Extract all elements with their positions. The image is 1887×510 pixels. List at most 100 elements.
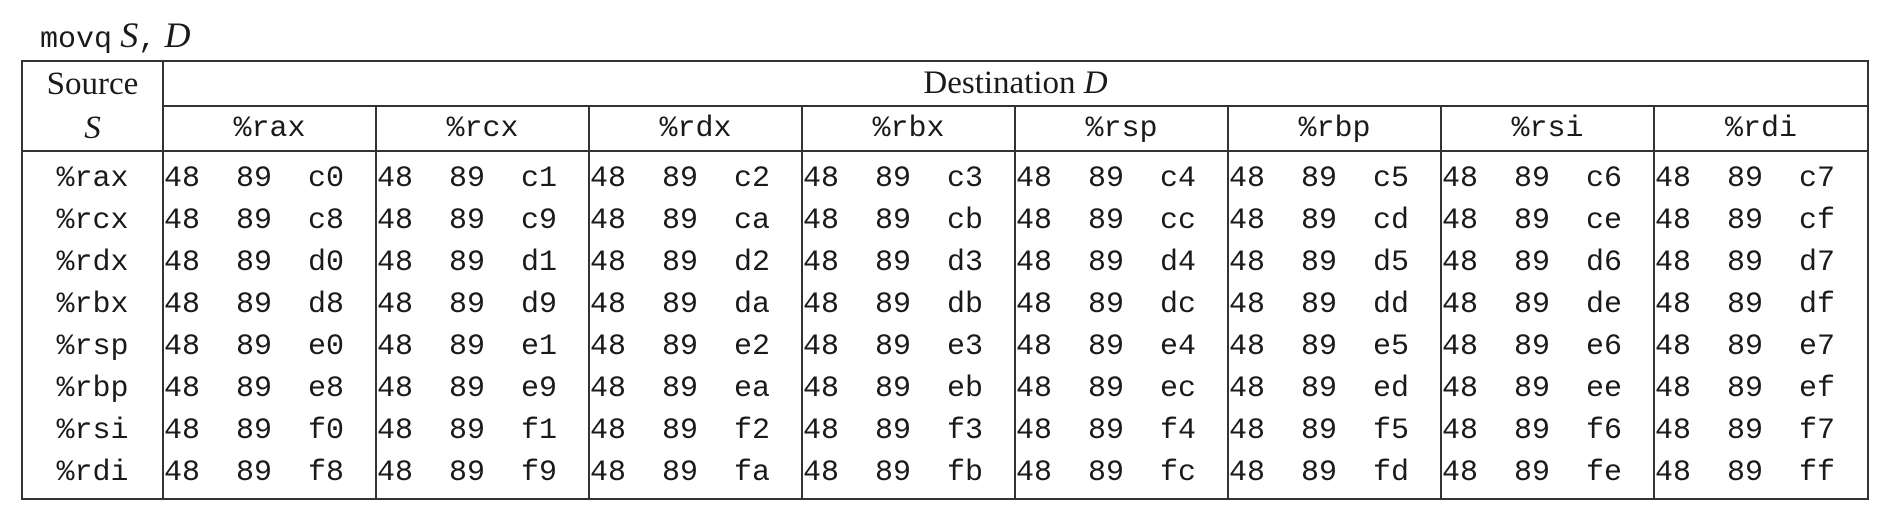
encoding-cell: 48 89 c6 [1441, 158, 1655, 200]
encoding-cell: 48 89 ec [1015, 368, 1229, 410]
encoding-cell: 48 89 c1 [376, 158, 590, 200]
source-register: %rdi [21, 452, 164, 494]
encoding-cell: 48 89 f3 [802, 410, 1016, 452]
table-row: %rax 48 89 c0 48 89 c1 48 89 c2 48 89 c3 48 8… [21, 158, 1869, 200]
encoding-cell: 48 89 f2 [589, 410, 803, 452]
destination-label: Destination [923, 65, 1076, 101]
destination-var: D [1083, 65, 1108, 101]
encoding-cell: 48 89 d2 [589, 242, 803, 284]
table-row: %rbp 48 89 e8 48 89 e9 48 89 ea 48 89 eb 48 8… [21, 368, 1869, 410]
encoding-cell: 48 89 f1 [376, 410, 590, 452]
table-row: %rdi 48 89 f8 48 89 f9 48 89 fa 48 89 fb 48 8… [21, 452, 1869, 494]
encoding-cell: 48 89 f6 [1441, 410, 1655, 452]
encoding-cell: 48 89 d0 [163, 242, 377, 284]
encoding-cell: 48 89 ed [1228, 368, 1442, 410]
dest-header-rdi: %rdi [1654, 106, 1869, 152]
encoding-table: Source Destination D S %rax %rcx %rdx %r… [21, 60, 1869, 500]
caption-source-var: S [120, 15, 139, 55]
encoding-cell: 48 89 f5 [1228, 410, 1442, 452]
table-body: %rax 48 89 c0 48 89 c1 48 89 c2 48 89 c3 48 8… [21, 151, 1869, 500]
encoding-cell: 48 89 c7 [1654, 158, 1869, 200]
encoding-cell: 48 89 e3 [802, 326, 1016, 368]
source-register: %rsi [21, 410, 164, 452]
encoding-cell: 48 89 ef [1654, 368, 1869, 410]
encoding-cell: 48 89 fd [1228, 452, 1442, 494]
spacer-row [21, 151, 1869, 158]
encoding-cell: 48 89 ea [589, 368, 803, 410]
source-var: S [84, 109, 101, 146]
encoding-cell: 48 89 d1 [376, 242, 590, 284]
dest-header-rbp: %rbp [1228, 106, 1442, 152]
encoding-cell: 48 89 e0 [163, 326, 377, 368]
dest-header-rsp: %rsp [1015, 106, 1229, 152]
header-row-2: S %rax %rcx %rdx %rbx %rsp %rbp %rsi %rd… [21, 106, 1869, 152]
encoding-cell: 48 89 f4 [1015, 410, 1229, 452]
table-row: %rsi 48 89 f0 48 89 f1 48 89 f2 48 89 f3 48 8… [21, 410, 1869, 452]
encoding-cell: 48 89 cc [1015, 200, 1229, 242]
encoding-cell: 48 89 fc [1015, 452, 1229, 494]
encoding-cell: 48 89 ce [1441, 200, 1655, 242]
encoding-cell: 48 89 d3 [802, 242, 1016, 284]
encoding-cell: 48 89 c8 [163, 200, 377, 242]
encoding-cell: 48 89 ee [1441, 368, 1655, 410]
table-row: %rbx 48 89 d8 48 89 d9 48 89 da 48 89 db 48 8… [21, 284, 1869, 326]
caption-separator: , [138, 23, 157, 57]
caption-mnemonic: movq [40, 23, 113, 57]
encoding-cell: 48 89 fa [589, 452, 803, 494]
dest-header-rcx: %rcx [376, 106, 590, 152]
encoding-cell: 48 89 c3 [802, 158, 1016, 200]
dest-header-rdx: %rdx [589, 106, 803, 152]
encoding-cell: 48 89 cf [1654, 200, 1869, 242]
encoding-cell: 48 89 d8 [163, 284, 377, 326]
table-row: %rdx 48 89 d0 48 89 d1 48 89 d2 48 89 d3 48 8… [21, 242, 1869, 284]
table-row: %rsp 48 89 e0 48 89 e1 48 89 e2 48 89 e3 48 8… [21, 326, 1869, 368]
encoding-cell: 48 89 d9 [376, 284, 590, 326]
encoding-cell: 48 89 f8 [163, 452, 377, 494]
encoding-cell: 48 89 e6 [1441, 326, 1655, 368]
encoding-cell: 48 89 fb [802, 452, 1016, 494]
encoding-cell: 48 89 e9 [376, 368, 590, 410]
source-var-header: S [21, 106, 164, 152]
encoding-cell: 48 89 e7 [1654, 326, 1869, 368]
source-register: %rax [21, 158, 164, 200]
encoding-cell: 48 89 d6 [1441, 242, 1655, 284]
source-register: %rbp [21, 368, 164, 410]
encoding-cell: 48 89 c2 [589, 158, 803, 200]
encoding-cell: 48 89 fe [1441, 452, 1655, 494]
encoding-cell: 48 89 c9 [376, 200, 590, 242]
encoding-cell: 48 89 e5 [1228, 326, 1442, 368]
encoding-cell: 48 89 ca [589, 200, 803, 242]
dest-header-rsi: %rsi [1441, 106, 1655, 152]
encoding-cell: 48 89 e1 [376, 326, 590, 368]
encoding-cell: 48 89 e8 [163, 368, 377, 410]
header-row-1: Source Destination D [21, 60, 1869, 107]
encoding-cell: 48 89 cd [1228, 200, 1442, 242]
encoding-cell: 48 89 cb [802, 200, 1016, 242]
encoding-cell: 48 89 dd [1228, 284, 1442, 326]
encoding-cell: 48 89 d5 [1228, 242, 1442, 284]
encoding-cell: 48 89 dc [1015, 284, 1229, 326]
dest-header-rax: %rax [163, 106, 377, 152]
source-register: %rcx [21, 200, 164, 242]
encoding-cell: 48 89 ff [1654, 452, 1869, 494]
encoding-cell: 48 89 c0 [163, 158, 377, 200]
encoding-cell: 48 89 f7 [1654, 410, 1869, 452]
table-caption: movq S, D [40, 12, 191, 58]
source-label: Source [46, 65, 139, 102]
encoding-cell: 48 89 e2 [589, 326, 803, 368]
caption-dest-var: D [164, 15, 191, 55]
encoding-cell: 48 89 db [802, 284, 1016, 326]
encoding-cell: 48 89 de [1441, 284, 1655, 326]
bottom-spacer-row [21, 494, 1869, 500]
encoding-cell: 48 89 c5 [1228, 158, 1442, 200]
encoding-cell: 48 89 e4 [1015, 326, 1229, 368]
source-register: %rsp [21, 326, 164, 368]
encoding-cell: 48 89 df [1654, 284, 1869, 326]
table-row: %rcx 48 89 c8 48 89 c9 48 89 ca 48 89 cb 48 8… [21, 200, 1869, 242]
encoding-cell: 48 89 f0 [163, 410, 377, 452]
encoding-cell: 48 89 d7 [1654, 242, 1869, 284]
destination-header: Destination D [163, 60, 1869, 107]
encoding-cell: 48 89 f9 [376, 452, 590, 494]
source-header: Source [21, 60, 164, 106]
encoding-cell: 48 89 c4 [1015, 158, 1229, 200]
